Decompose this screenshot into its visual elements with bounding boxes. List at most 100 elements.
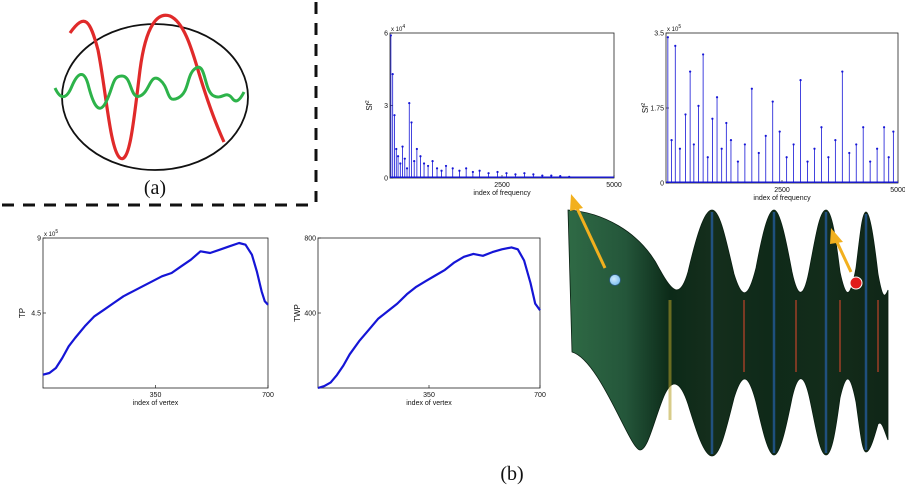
stem-marker xyxy=(670,139,673,142)
stem-marker xyxy=(541,174,544,177)
stem-marker xyxy=(785,156,788,159)
stem-marker xyxy=(882,126,886,129)
stem-marker xyxy=(478,169,481,172)
stem-marker xyxy=(408,101,411,105)
stem-marker xyxy=(523,172,526,175)
plot-frame xyxy=(42,237,269,389)
stem-marker xyxy=(697,104,700,107)
stem-marker xyxy=(684,113,687,116)
panel-a-label: (a) xyxy=(144,177,166,199)
stem-marker xyxy=(887,156,890,159)
y-tick-label: 9 xyxy=(37,236,41,243)
y-axis-label: Sf2 xyxy=(365,100,374,111)
stem-marker xyxy=(848,151,851,155)
stem-marker xyxy=(862,126,865,129)
stem-marker xyxy=(736,160,740,163)
y-axis-label: TWP xyxy=(293,304,302,322)
x-tick-label: 2500 xyxy=(774,187,790,194)
stem-marker xyxy=(444,164,448,168)
stem-marker xyxy=(706,156,709,159)
wavy-surface xyxy=(567,209,889,457)
stem-marker xyxy=(550,174,553,177)
stem-marker xyxy=(426,164,430,168)
stem-marker xyxy=(487,172,490,175)
stem-marker xyxy=(820,126,823,129)
stem-marker xyxy=(869,160,872,163)
stem-marker xyxy=(876,147,879,150)
stem-marker xyxy=(401,145,404,148)
y-axis-label: Sf2 xyxy=(641,103,650,114)
axis-multiplier: x 105 xyxy=(667,24,681,33)
x-axis-label: index of frequency xyxy=(473,190,531,197)
y-tick-label: 3 xyxy=(384,103,388,110)
stem-marker xyxy=(451,167,454,170)
x-axis-label: index of frequency xyxy=(753,195,811,202)
stem-marker xyxy=(419,155,422,158)
x-tick-label: 5000 xyxy=(606,182,622,189)
stem-marker xyxy=(729,139,733,142)
stem-marker xyxy=(702,53,705,56)
axis-multiplier: x 105 xyxy=(44,229,58,238)
red-wave xyxy=(68,13,226,161)
chart-sf-high: 2500 5000 3.5 1.75 0 index of frequency Sf2 x 1… xyxy=(641,24,905,202)
stem-marker xyxy=(771,100,774,103)
y-tick-label: 0 xyxy=(660,181,664,188)
plot-frame xyxy=(665,32,899,184)
stem-marker xyxy=(711,117,714,120)
axis-multiplier: x 104 xyxy=(391,24,405,33)
y-tick-label: 0 xyxy=(384,176,388,183)
green-wave xyxy=(53,65,246,110)
y-tick-label: 400 xyxy=(304,311,316,318)
stem-marker xyxy=(410,121,413,124)
y-tick-label: 1.75 xyxy=(650,106,664,113)
stem-marker xyxy=(532,173,535,176)
stem-marker xyxy=(393,114,396,117)
x-tick-label: 2500 xyxy=(494,182,510,189)
stem-marker xyxy=(692,143,695,146)
stem-marker xyxy=(431,159,434,163)
x-tick-label: 350 xyxy=(150,392,162,399)
stem-marker xyxy=(792,143,795,146)
blue-point xyxy=(609,274,621,286)
y-tick-label: 4.5 xyxy=(31,311,41,318)
y-tick-label: 800 xyxy=(304,236,316,243)
stem-marker xyxy=(496,170,499,174)
stem-marker xyxy=(799,79,802,82)
stem-marker xyxy=(827,156,830,159)
stem-marker xyxy=(415,147,418,151)
stem-marker xyxy=(892,130,895,133)
stem-marker xyxy=(715,96,719,99)
chart-sf-low: 2500 5000 6 3 0 index of frequency Sf2 x 104 xyxy=(365,24,622,197)
x-tick-label: 350 xyxy=(423,392,435,399)
stem-marker xyxy=(395,147,398,151)
x-tick-label: 700 xyxy=(262,392,274,399)
x-tick-label: 700 xyxy=(534,392,546,399)
stem-marker xyxy=(559,174,562,178)
stem-marker xyxy=(813,147,816,150)
panel-a: (a) xyxy=(2,2,318,207)
stem-marker xyxy=(389,34,392,37)
stem-marker xyxy=(396,155,400,158)
stem-marker xyxy=(806,160,809,163)
chart-twp: 350 700 800 400 index of vertex TWP xyxy=(293,236,546,408)
stem-marker xyxy=(422,162,426,165)
stem-marker xyxy=(391,72,394,76)
stem-marker xyxy=(757,151,760,155)
red-point xyxy=(849,276,863,290)
x-axis-label: index of vertex xyxy=(133,400,179,407)
stem-marker xyxy=(674,44,677,47)
stem-marker xyxy=(403,157,406,160)
stem-marker xyxy=(678,147,682,150)
stem-marker xyxy=(413,159,416,163)
stem-marker xyxy=(465,167,468,170)
stem-marker xyxy=(440,169,443,172)
stem-marker xyxy=(399,162,402,165)
arrow-to-low-spectrum xyxy=(570,194,607,269)
x-tick-label: 5000 xyxy=(890,187,905,194)
series-line xyxy=(42,241,269,376)
stem-marker xyxy=(841,70,844,73)
stem-marker xyxy=(750,87,753,90)
x-axis-label: index of vertex xyxy=(406,400,452,407)
stem-marker xyxy=(505,172,508,175)
